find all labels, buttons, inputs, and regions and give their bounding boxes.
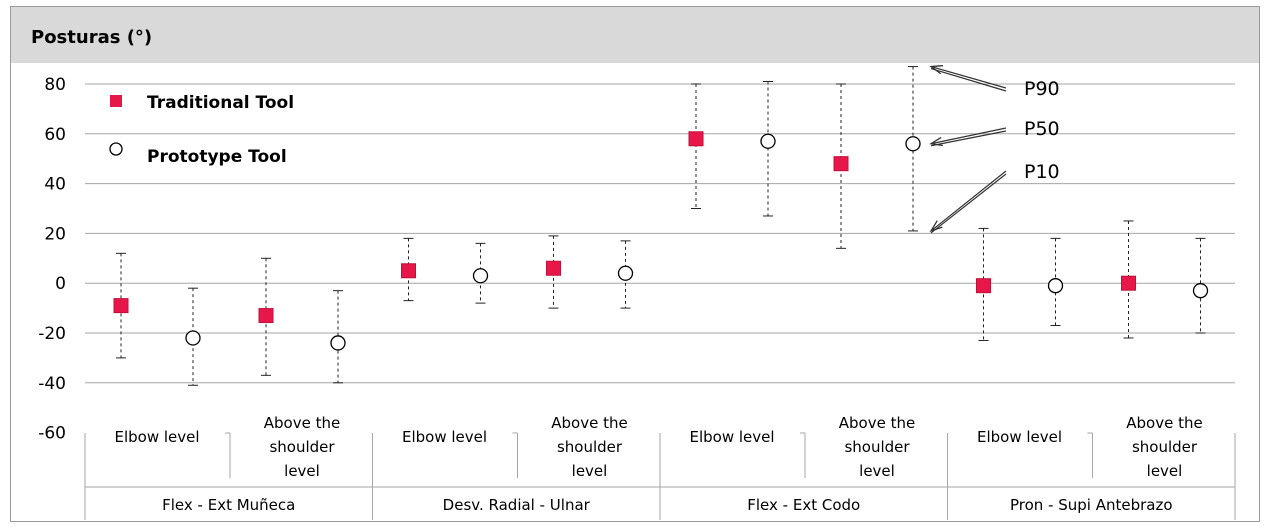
annotation-label-p10: P10: [1024, 161, 1060, 183]
chart-title: Posturas (°): [31, 27, 153, 48]
category-label-above-shoulder: level: [859, 462, 895, 480]
y-tick-label: 20: [44, 224, 66, 244]
chart-title-bar: Posturas (°): [11, 7, 1259, 63]
legend-traditional-label: Traditional Tool: [147, 93, 294, 113]
annotation-arrow-line: [930, 170, 1007, 232]
traditional-tool-marker: [976, 278, 991, 294]
y-tick-label: 40: [44, 175, 66, 195]
prototype-tool-marker: [617, 265, 634, 281]
category-label-elbow-level: Elbow level: [402, 428, 487, 446]
annotation-label-p90: P90: [1024, 78, 1060, 100]
traditional-tool-marker: [546, 260, 561, 276]
group-label: Desv. Radial - Ulnar: [443, 496, 591, 514]
legend-traditional-marker: [110, 95, 122, 107]
annotation-arrow-line: [930, 173, 1007, 234]
traditional-tool-marker: [401, 263, 416, 279]
prototype-tool-marker: [330, 335, 346, 351]
category-label-above-shoulder: shoulder: [1132, 438, 1198, 456]
prototype-tool-marker: [472, 268, 489, 284]
category-label-above-shoulder: Above the: [839, 414, 915, 432]
category-label-above-shoulder: level: [572, 462, 608, 480]
annotation-arrow-line: [930, 67, 1007, 92]
category-label-elbow-level: Elbow level: [114, 428, 199, 446]
y-tick-label: -40: [38, 374, 66, 394]
group-label: Pron - Supi Antebrazo: [1010, 496, 1173, 514]
category-label-above-shoulder: level: [1147, 462, 1183, 480]
legend-prototype-label: Prototype Tool: [147, 147, 287, 167]
y-tick-label: 0: [55, 274, 66, 294]
y-tick-label: -20: [38, 324, 66, 344]
y-tick-label: -60: [38, 424, 66, 444]
prototype-tool-marker: [185, 330, 201, 346]
prototype-tool-marker: [1192, 283, 1209, 299]
category-label-above-shoulder: shoulder: [844, 438, 910, 456]
group-label: Flex - Ext Muñeca: [162, 496, 295, 514]
category-label-above-shoulder: shoulder: [557, 438, 623, 456]
annotation-arrow-line: [930, 65, 1007, 89]
traditional-tool-marker: [833, 156, 849, 172]
category-label-above-shoulder: shoulder: [269, 438, 335, 456]
chart-frame: Posturas (°): [10, 6, 1260, 522]
y-tick-label: 80: [44, 75, 66, 95]
annotation-arrowhead: [929, 220, 943, 233]
traditional-tool-marker: [258, 308, 274, 324]
prototype-tool-marker: [760, 133, 776, 149]
category-label-above-shoulder: Above the: [264, 414, 340, 432]
annotation-arrowhead: [929, 65, 944, 75]
prototype-tool-marker: [1047, 278, 1064, 294]
category-label-above-shoulder: level: [284, 462, 320, 480]
traditional-tool-marker: [688, 131, 704, 147]
group-label: Flex - Ext Codo: [747, 496, 860, 514]
traditional-tool-marker: [113, 298, 129, 314]
category-label-above-shoulder: Above the: [551, 414, 627, 432]
annotation-arrow-line: [930, 130, 1007, 147]
traditional-tool-marker: [1121, 275, 1136, 291]
legend-prototype-marker: [109, 142, 123, 156]
annotation-arrow-line: [930, 127, 1007, 145]
category-label-above-shoulder: Above the: [1126, 414, 1202, 432]
annotation-label-p50: P50: [1024, 118, 1060, 140]
annotation-arrowhead: [929, 136, 943, 147]
category-label-elbow-level: Elbow level: [689, 428, 774, 446]
y-tick-label: 60: [44, 125, 66, 145]
category-label-elbow-level: Elbow level: [977, 428, 1062, 446]
prototype-tool-marker: [905, 136, 921, 152]
